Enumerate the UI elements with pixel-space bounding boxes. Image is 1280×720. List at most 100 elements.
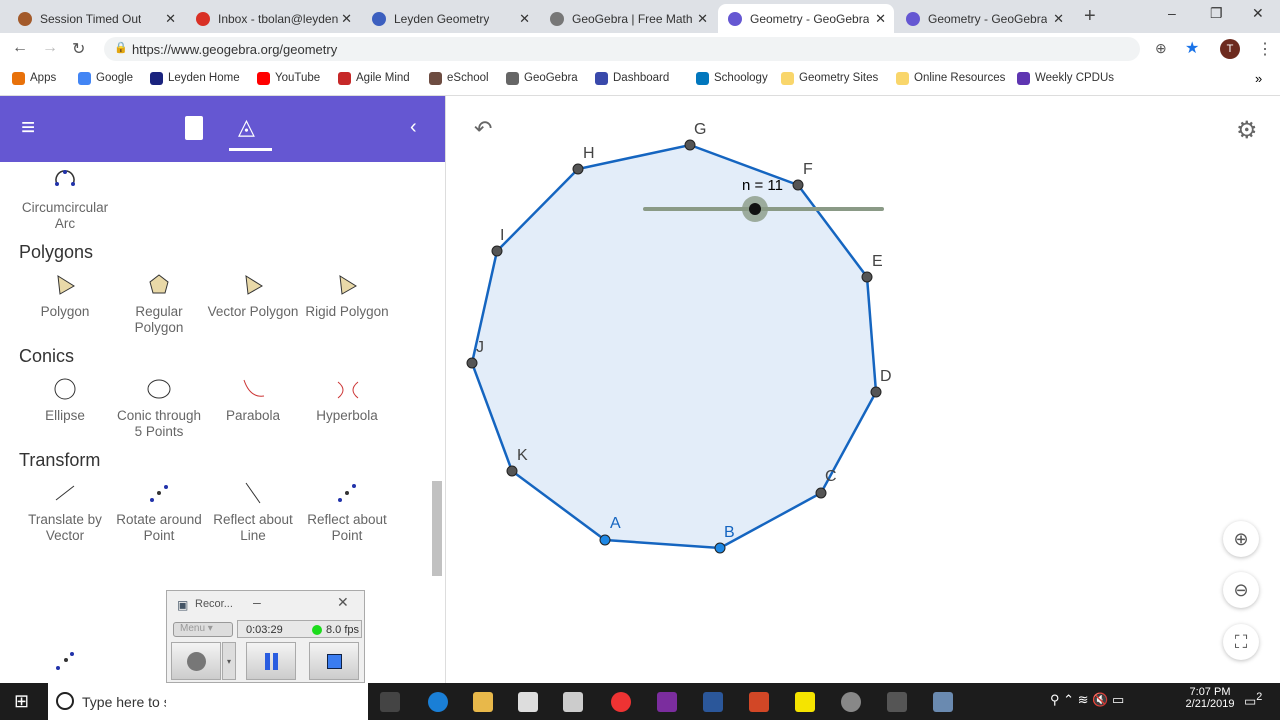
search-box-extension[interactable] (166, 683, 368, 720)
vertex-I[interactable] (491, 245, 503, 257)
bookmark-weekly-cpdus[interactable]: Weekly CPDUs (1017, 72, 1114, 85)
tool-translate-by-vector[interactable]: Translate by Vector (18, 480, 112, 544)
edge-icon[interactable] (428, 692, 448, 712)
vertex-H[interactable] (572, 163, 584, 175)
bookmark-geometry-sites[interactable]: Geometry Sites (781, 72, 878, 85)
more-bookmarks-icon[interactable]: » (1255, 71, 1263, 86)
bookmark-online-resources[interactable]: Online Resources (896, 72, 1005, 85)
new-tab-button[interactable]: + (1084, 5, 1096, 27)
system-tray-icons[interactable]: ⚲ ⌃ ≋ 🔇 ▭ (1050, 692, 1125, 707)
record-options-dropdown[interactable]: ▾ (222, 642, 236, 680)
tab-3[interactable]: GeoGebra | Free Math ✕ (540, 4, 716, 33)
hamburger-icon[interactable]: ≡ (21, 114, 36, 141)
tool-parabola[interactable]: Parabola (206, 376, 300, 424)
star-icon[interactable]: ★ (1185, 40, 1200, 57)
tool-ellipse[interactable]: Ellipse (18, 376, 112, 424)
bookmark-apps[interactable]: Apps (12, 72, 56, 85)
word-icon[interactable] (703, 692, 723, 712)
reload-icon[interactable]: ↻ (72, 41, 86, 58)
chrome-icon[interactable] (611, 692, 631, 712)
sticky-notes-icon[interactable] (795, 692, 815, 712)
bookmark-agile-mind[interactable]: Agile Mind (338, 72, 410, 85)
close-tab-icon[interactable]: ✕ (519, 11, 530, 26)
vertex-F[interactable] (792, 179, 804, 191)
file-explorer-icon[interactable] (473, 692, 493, 712)
zoom-out-button[interactable]: ⊖ (1223, 572, 1259, 608)
fullscreen-button[interactable]: ⛶ (1223, 624, 1259, 660)
close-window-button[interactable]: ✕ (1252, 5, 1264, 21)
tool-rotate-around-point[interactable]: Rotate around Point (112, 480, 206, 544)
bookmark-google[interactable]: Google (78, 72, 133, 85)
regular-polygon[interactable] (470, 143, 878, 550)
tool-reflect-about-point[interactable]: Reflect about Point (300, 480, 394, 544)
back-icon[interactable]: ← (12, 39, 28, 56)
bookmark-leyden-home[interactable]: Leyden Home (150, 72, 240, 85)
zoom-icon[interactable]: ⊕ (1155, 40, 1167, 56)
bookmark-geogebra[interactable]: GeoGebra (506, 72, 578, 85)
tab-0[interactable]: Session Timed Out ✕ (8, 4, 184, 33)
recorder-menu[interactable]: Menu ▾ (173, 622, 233, 637)
dilate-icon[interactable] (52, 648, 78, 674)
mail-icon[interactable] (518, 692, 538, 712)
clock[interactable]: 7:07 PM 2/21/2019 (1185, 686, 1235, 710)
taskbar-search-input[interactable]: Type here to search (48, 683, 206, 720)
tab-2[interactable]: Leyden Geometry ✕ (362, 4, 538, 33)
slider-handle[interactable] (749, 203, 761, 215)
restore-window-button[interactable]: ❐ (1210, 5, 1223, 21)
tab-1[interactable]: Inbox - tbolan@leyden ✕ (186, 4, 360, 33)
close-icon[interactable]: ✕ (337, 594, 349, 610)
onenote-icon[interactable] (657, 692, 677, 712)
close-tab-icon[interactable]: ✕ (697, 11, 708, 26)
vertex-D[interactable] (870, 386, 882, 398)
vertex-B[interactable] (714, 542, 726, 554)
tool-regular-polygon[interactable]: Regular Polygon (112, 272, 206, 336)
sidebar-scrollbar[interactable] (432, 166, 442, 683)
vertex-J[interactable] (466, 357, 478, 369)
geogebra-icon[interactable] (841, 692, 861, 712)
document-icon[interactable] (185, 116, 203, 140)
powerpoint-icon[interactable] (749, 692, 769, 712)
undo-icon[interactable]: ↶ (474, 116, 493, 141)
vertex-C[interactable] (815, 487, 827, 499)
bookmark-youtube[interactable]: YouTube (257, 72, 320, 85)
task-view-icon[interactable] (380, 692, 400, 712)
close-tab-icon[interactable]: ✕ (1053, 11, 1064, 26)
notifications-icon[interactable]: ▭2 (1244, 691, 1263, 709)
collapse-icon[interactable]: ‹ (410, 116, 417, 138)
bookmark-dashboard[interactable]: Dashboard (595, 72, 669, 85)
tab-5[interactable]: Geometry - GeoGebra ✕ (896, 4, 1072, 33)
minimize-icon[interactable]: – (253, 594, 261, 610)
close-tab-icon[interactable]: ✕ (875, 11, 886, 26)
tool-vector-polygon[interactable]: Vector Polygon (206, 272, 300, 320)
settings-icon[interactable]: ⚙ (1236, 117, 1258, 144)
tool-rigid-polygon[interactable]: Rigid Polygon (300, 272, 394, 320)
minimize-window-button[interactable]: – (1168, 5, 1176, 21)
vertex-K[interactable] (506, 465, 518, 477)
bookmark-eschool[interactable]: eSchool (429, 72, 489, 85)
store-icon[interactable] (563, 692, 583, 712)
record-button[interactable] (171, 642, 221, 680)
close-tab-icon[interactable]: ✕ (165, 11, 176, 26)
tool-reflect-about-line[interactable]: Reflect about Line (206, 480, 300, 544)
zoom-in-button[interactable]: ⊕ (1223, 521, 1259, 557)
vertex-A[interactable] (599, 534, 611, 546)
close-tab-icon[interactable]: ✕ (341, 11, 352, 26)
forward-icon[interactable]: → (42, 39, 58, 56)
tool-conic-5-points[interactable]: Conic through 5 Points (112, 376, 206, 440)
url-input[interactable]: 🔒 https://www.geogebra.org/geometry (104, 37, 1140, 61)
calculator-icon[interactable] (887, 692, 907, 712)
tool-hyperbola[interactable]: Hyperbola (300, 376, 394, 424)
vertex-G[interactable] (684, 139, 696, 151)
tool-polygon[interactable]: Polygon (18, 272, 112, 320)
pause-button[interactable] (246, 642, 296, 680)
tab-4[interactable]: Geometry - GeoGebra ✕ (718, 4, 894, 33)
windows-start-icon[interactable]: ⊞ (14, 691, 30, 711)
tool-circumcircular-arc[interactable]: Circumcircular Arc (18, 168, 112, 232)
recorder-app-icon[interactable] (933, 692, 953, 712)
vertex-E[interactable] (861, 271, 873, 283)
menu-icon[interactable]: ⋮ (1257, 41, 1273, 58)
bookmark-schoology[interactable]: Schoology (696, 72, 768, 85)
geometry-tools-icon[interactable]: ◬ (238, 114, 255, 139)
stop-button[interactable] (309, 642, 359, 680)
